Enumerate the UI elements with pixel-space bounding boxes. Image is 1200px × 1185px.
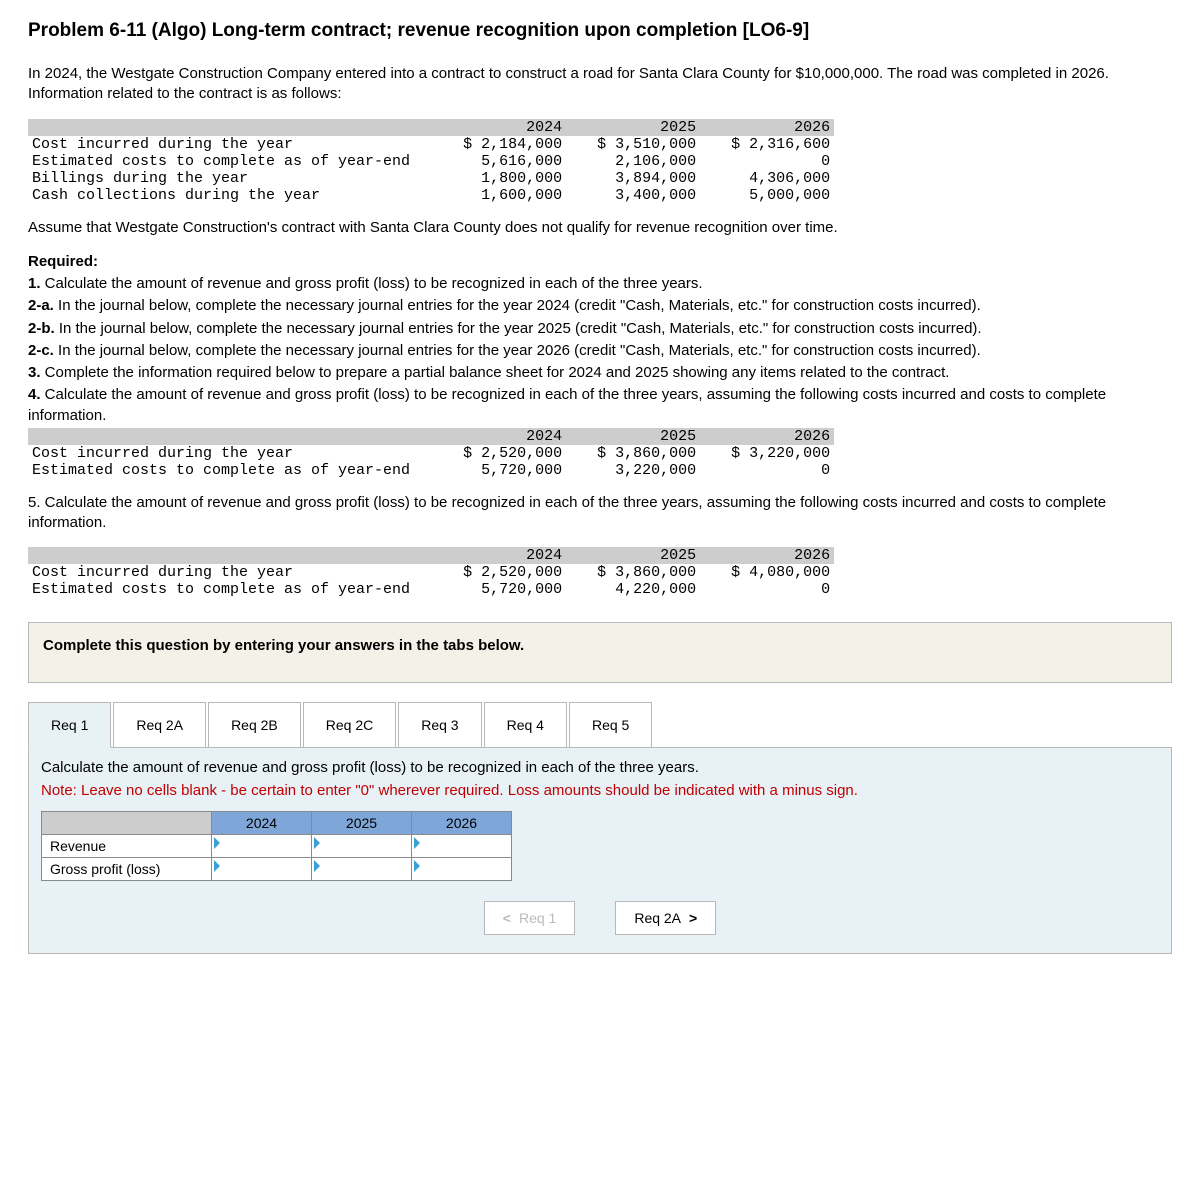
- prev-req-label: Req 1: [519, 910, 556, 926]
- intro-paragraph: In 2024, the Westgate Construction Compa…: [28, 64, 1172, 105]
- data-table-1: 2024 2025 2026Cost incurred during the y…: [28, 119, 834, 204]
- assumption-paragraph: Assume that Westgate Construction's cont…: [28, 218, 1172, 238]
- tab-row: Req 1Req 2AReq 2BReq 2CReq 3Req 4Req 5: [28, 701, 1172, 747]
- tab-req-2b[interactable]: Req 2B: [208, 702, 301, 748]
- requirement-item: 1. Calculate the amount of revenue and g…: [28, 274, 1172, 294]
- answer-input-cell[interactable]: [412, 857, 512, 880]
- required-heading: Required:: [28, 252, 1172, 272]
- answer-input-cell[interactable]: [212, 857, 312, 880]
- tab-panel-req1: Calculate the amount of revenue and gros…: [28, 747, 1172, 954]
- answer-input-cell[interactable]: [412, 834, 512, 857]
- tabs-instruction-box: Complete this question by entering your …: [28, 622, 1172, 683]
- chevron-right-icon: >: [689, 910, 697, 926]
- requirement-item: 2-a. In the journal below, complete the …: [28, 296, 1172, 316]
- tabs-instruction-text: Complete this question by entering your …: [43, 637, 524, 654]
- answer-table: 202420252026 RevenueGross profit (loss): [41, 811, 512, 881]
- answer-col-header: 2026: [412, 811, 512, 834]
- data-table-2: 2024 2025 2026Cost incurred during the y…: [28, 428, 834, 479]
- nav-row: < Req 1 Req 2A >: [41, 901, 1159, 935]
- answer-col-header: 2025: [312, 811, 412, 834]
- panel-note: Note: Leave no cells blank - be certain …: [41, 781, 1159, 801]
- answer-input-cell[interactable]: [212, 834, 312, 857]
- answer-input-cell[interactable]: [312, 857, 412, 880]
- answer-row-label: Revenue: [42, 834, 212, 857]
- requirement-item: 2-c. In the journal below, complete the …: [28, 341, 1172, 361]
- tab-req-1[interactable]: Req 1: [28, 702, 111, 748]
- requirement-5-text: 5. Calculate the amount of revenue and g…: [28, 493, 1172, 534]
- problem-title: Problem 6-11 (Algo) Long-term contract; …: [28, 20, 1172, 42]
- answer-input-cell[interactable]: [312, 834, 412, 857]
- next-req-label: Req 2A: [634, 910, 681, 926]
- tab-req-3[interactable]: Req 3: [398, 702, 481, 748]
- next-req-button[interactable]: Req 2A >: [615, 901, 716, 935]
- tab-req-4[interactable]: Req 4: [484, 702, 567, 748]
- tab-req-2c[interactable]: Req 2C: [303, 702, 396, 748]
- panel-instruction: Calculate the amount of revenue and gros…: [41, 758, 1159, 778]
- prev-req-button[interactable]: < Req 1: [484, 901, 576, 935]
- tab-req-5[interactable]: Req 5: [569, 702, 652, 748]
- requirement-item: 2-b. In the journal below, complete the …: [28, 319, 1172, 339]
- answer-table-corner: [42, 811, 212, 834]
- data-table-3: 2024 2025 2026Cost incurred during the y…: [28, 547, 834, 598]
- requirement-item: 4. Calculate the amount of revenue and g…: [28, 385, 1172, 426]
- requirement-item: 3. Complete the information required bel…: [28, 363, 1172, 383]
- answer-col-header: 2024: [212, 811, 312, 834]
- chevron-left-icon: <: [503, 910, 511, 926]
- tab-req-2a[interactable]: Req 2A: [113, 702, 206, 748]
- answer-row-label: Gross profit (loss): [42, 857, 212, 880]
